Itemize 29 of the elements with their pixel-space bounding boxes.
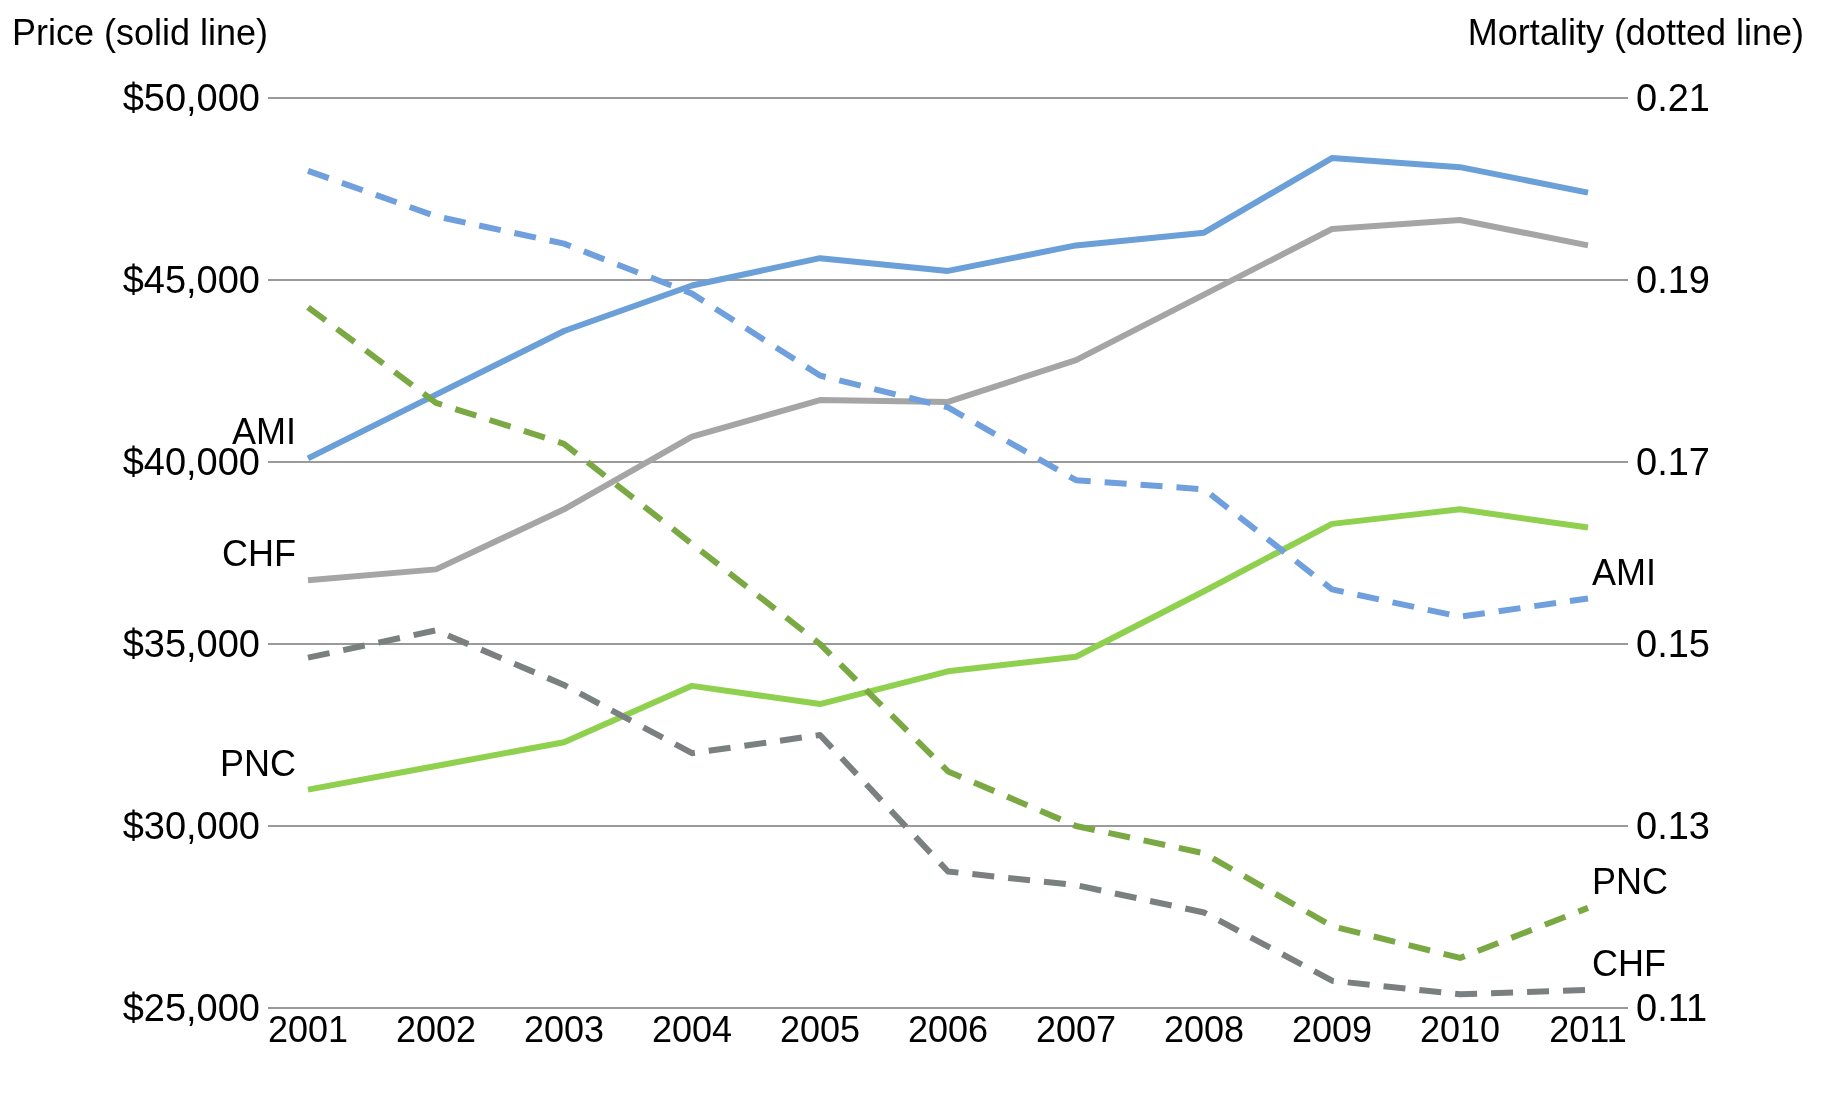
x-tick-label: 2008 — [1163, 1008, 1245, 1050]
y-tick-label: $25,000 — [122, 987, 260, 1030]
y2-axis-title: Mortality (dotted line) — [1467, 12, 1804, 54]
y-axis-title: Price (solid line) — [12, 12, 269, 54]
x-tick-label: 2011 — [1549, 1008, 1627, 1050]
y2-tick-label: 0.11 — [1636, 987, 1708, 1030]
y2-tick-label: 0.21 — [1636, 77, 1710, 120]
x-tick-label: 2004 — [651, 1008, 733, 1050]
x-tick-label: 2006 — [907, 1008, 989, 1050]
x-tick-label: 2002 — [395, 1008, 477, 1050]
y-tick-label: $30,000 — [122, 805, 260, 848]
y2-tick-label: 0.19 — [1636, 259, 1710, 302]
series-label: CHF — [1592, 942, 1666, 984]
series-label: PNC — [219, 742, 296, 784]
y2-tick-label: 0.15 — [1636, 623, 1710, 666]
y-tick-label: $50,000 — [122, 77, 260, 120]
x-tick-label: 2001 — [267, 1008, 349, 1050]
y-tick-label: $45,000 — [122, 259, 260, 302]
x-tick-label: 2009 — [1291, 1008, 1373, 1050]
y2-tick-label: 0.17 — [1636, 441, 1710, 484]
y-tick-label: $35,000 — [122, 623, 260, 666]
series-label: CHF — [222, 533, 296, 575]
series-label: AMI — [1592, 551, 1657, 593]
x-tick-label: 2005 — [779, 1008, 861, 1050]
x-tick-label: 2007 — [1035, 1008, 1117, 1050]
series-label: PNC — [1592, 860, 1669, 902]
x-tick-label: 2003 — [523, 1008, 605, 1050]
x-tick-label: 2010 — [1419, 1008, 1501, 1050]
y2-tick-label: 0.13 — [1636, 805, 1710, 848]
